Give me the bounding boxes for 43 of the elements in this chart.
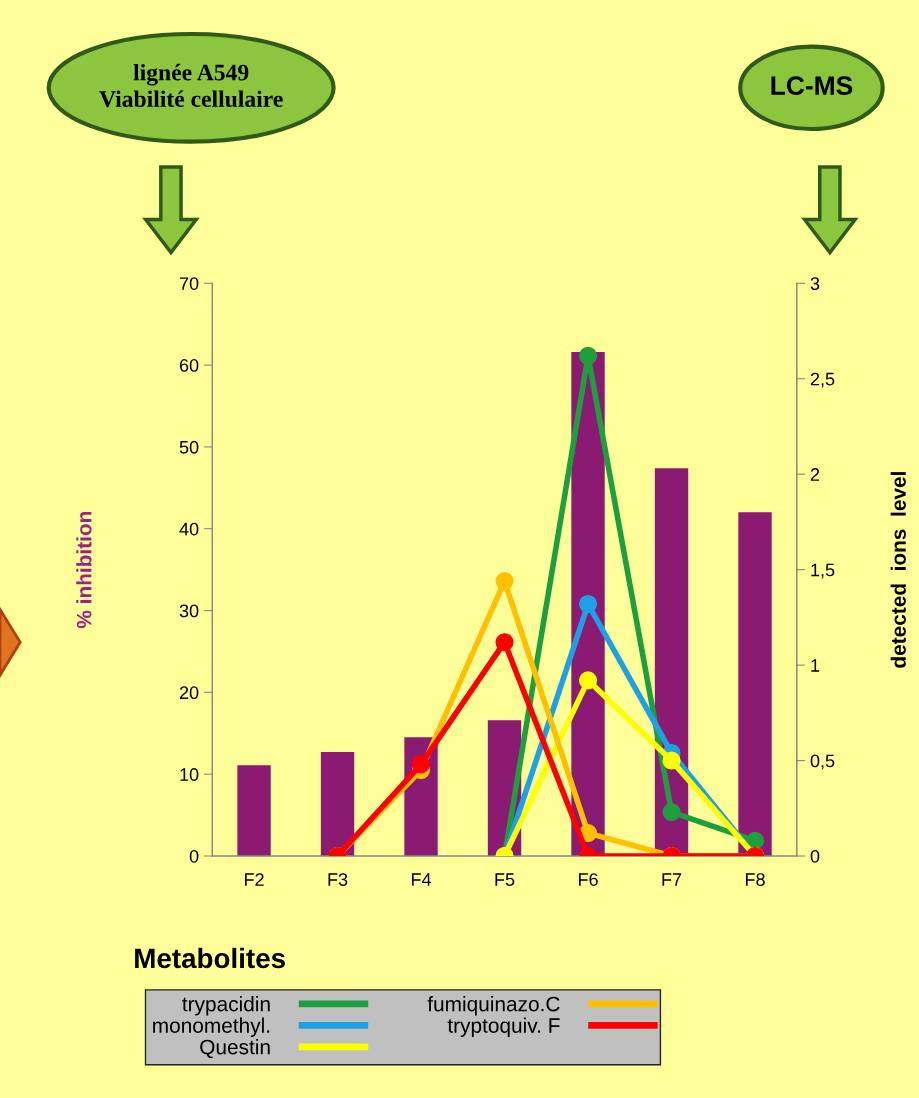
y2-tick-label: 2,5 <box>810 372 835 388</box>
legend-label: Questin <box>200 1039 270 1059</box>
x-tick-label: F3 <box>328 873 348 886</box>
x-tick-label: F8 <box>745 873 765 886</box>
point <box>579 346 598 365</box>
bar <box>738 512 772 856</box>
legend-label: fumiquinazo.C <box>427 996 560 1016</box>
y2-axis-title: detected ions level <box>890 472 906 668</box>
y2-tick-label: 1,5 <box>811 563 835 579</box>
x-tick-label: F2 <box>244 873 264 886</box>
y-tick-label: 30 <box>179 604 199 618</box>
point <box>495 572 514 591</box>
y-tick-label: 0 <box>189 849 199 863</box>
legend-label: tryptoquiv. F <box>447 1017 560 1038</box>
x-tick-label: F6 <box>578 873 598 886</box>
y-tick-label: 50 <box>179 440 199 454</box>
point <box>579 671 598 690</box>
y-tick-label: 40 <box>179 522 199 536</box>
y2-tick-label: 0 <box>810 849 820 863</box>
y2-tick-label: 1 <box>811 659 820 672</box>
x-tick-label: F4 <box>411 873 432 886</box>
point <box>412 755 431 774</box>
y2-tick-label: 3 <box>810 277 820 290</box>
point <box>662 803 681 822</box>
y2-tick-label: 2 <box>810 468 820 481</box>
legend-title: Metabolites <box>135 947 285 969</box>
x-tick-label: F5 <box>495 873 515 886</box>
legend-label: monomethyl. <box>153 1017 270 1038</box>
x-tick-label: F7 <box>662 873 682 886</box>
y2-tick-label: 0,5 <box>810 754 835 770</box>
y-tick-label: 60 <box>179 359 199 372</box>
y-tick-label: 20 <box>179 686 199 700</box>
text: LC-MS <box>771 76 853 95</box>
point <box>495 633 514 652</box>
y-tick-label: 70 <box>179 277 199 290</box>
legend-label: trypacidin <box>182 996 270 1016</box>
point <box>579 594 598 614</box>
text: lignée A549 Viabilité cellulaire <box>99 63 283 108</box>
bar <box>237 765 271 856</box>
bar <box>320 752 355 856</box>
y-axis-title: % inhibition <box>76 511 92 629</box>
y-tick-label: 10 <box>180 768 199 781</box>
point <box>662 751 681 770</box>
